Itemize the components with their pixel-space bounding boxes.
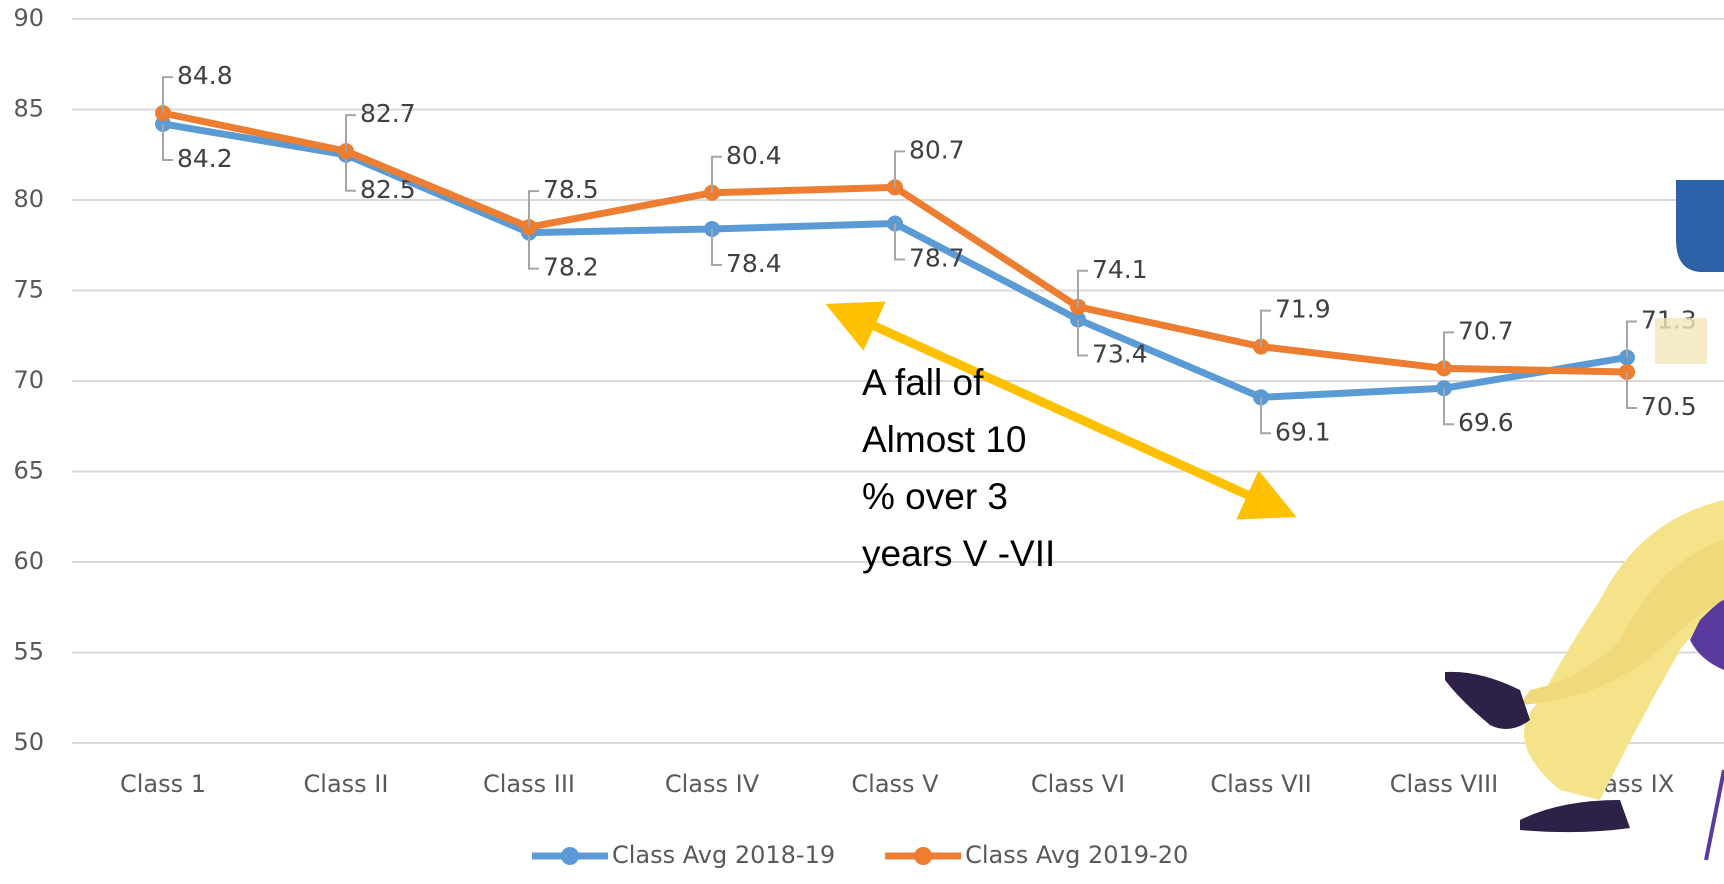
x-tick-label: Class II	[304, 770, 389, 798]
data-label: 71.9	[1275, 295, 1331, 324]
data-label: 78.2	[543, 253, 599, 282]
x-tick-label: Class VI	[1031, 770, 1125, 798]
data-label: 78.7	[909, 244, 965, 273]
x-tick-label: Class III	[483, 770, 575, 798]
y-tick-label: 70	[13, 366, 44, 394]
x-tick-label: Class 1	[120, 770, 206, 798]
y-tick-label: 90	[13, 4, 44, 32]
data-label: 73.4	[1092, 339, 1148, 368]
legend-label: Class Avg 2018-19	[612, 841, 835, 869]
page: {"chart_data": {"type": "line", "categor…	[0, 0, 1724, 880]
annotation-text: Almost 10	[862, 419, 1027, 460]
legend-label: Class Avg 2019-20	[965, 841, 1188, 869]
data-label: 69.1	[1275, 417, 1331, 446]
data-label: 84.2	[177, 144, 233, 173]
y-tick-label: 65	[13, 457, 44, 485]
legend-marker	[914, 847, 932, 865]
data-label: 84.8	[177, 61, 233, 90]
y-tick-label: 75	[13, 276, 44, 304]
x-tick-label: Class IV	[665, 770, 760, 798]
data-label: 70.5	[1641, 392, 1697, 421]
y-tick-label: 60	[13, 547, 44, 575]
illustration	[1445, 180, 1724, 860]
decor-shape	[1676, 180, 1724, 272]
data-label: 78.5	[543, 175, 599, 204]
data-label: 74.1	[1092, 255, 1148, 284]
data-label: 80.4	[726, 141, 782, 170]
decor-shoe	[1445, 672, 1530, 729]
annotation-text: years V -VII	[862, 533, 1055, 574]
chart: 50 55 60 65 70 75 80 85 90 Class 1 Class II Class I…	[0, 0, 1724, 880]
legend-marker	[561, 847, 579, 865]
data-label: 78.4	[726, 249, 782, 278]
x-tick-label: Class V	[851, 770, 939, 798]
data-label: 69.6	[1458, 408, 1514, 437]
x-tick-label: Class VII	[1210, 770, 1311, 798]
decor-shoe	[1520, 800, 1630, 832]
legend: Class Avg 2018-19 Class Avg 2019-20	[532, 841, 1188, 869]
y-tick-label: 55	[13, 638, 44, 666]
x-tick-label: Class VIII	[1390, 770, 1498, 798]
data-label: 70.7	[1458, 316, 1514, 345]
y-tick-label: 50	[13, 728, 44, 756]
data-label: 80.7	[909, 135, 965, 164]
y-tick-label: 85	[13, 95, 44, 123]
y-tick-label: 80	[13, 185, 44, 213]
decor-patch	[1655, 318, 1707, 364]
annotation-text: % over 3	[862, 476, 1008, 517]
data-label: 82.7	[360, 99, 416, 128]
decor-line	[1706, 770, 1724, 860]
annotation-text: A fall of	[862, 362, 984, 403]
